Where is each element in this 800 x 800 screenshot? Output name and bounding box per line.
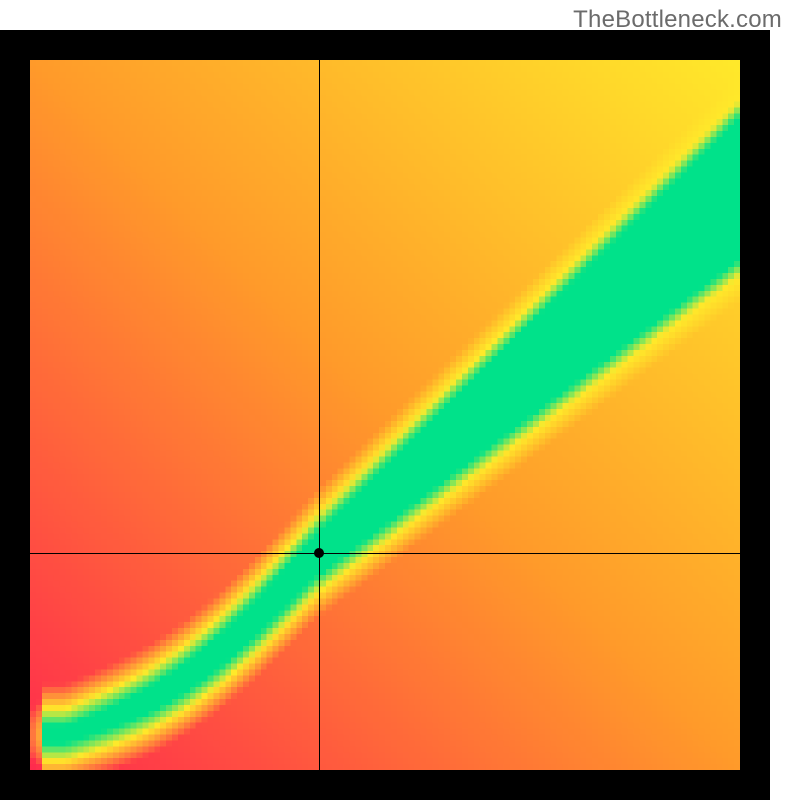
crosshair-horizontal [30,553,740,554]
heatmap-canvas [30,60,740,770]
crosshair-marker-dot [314,548,324,558]
crosshair-vertical [319,60,320,770]
bottleneck-heatmap [30,60,740,770]
